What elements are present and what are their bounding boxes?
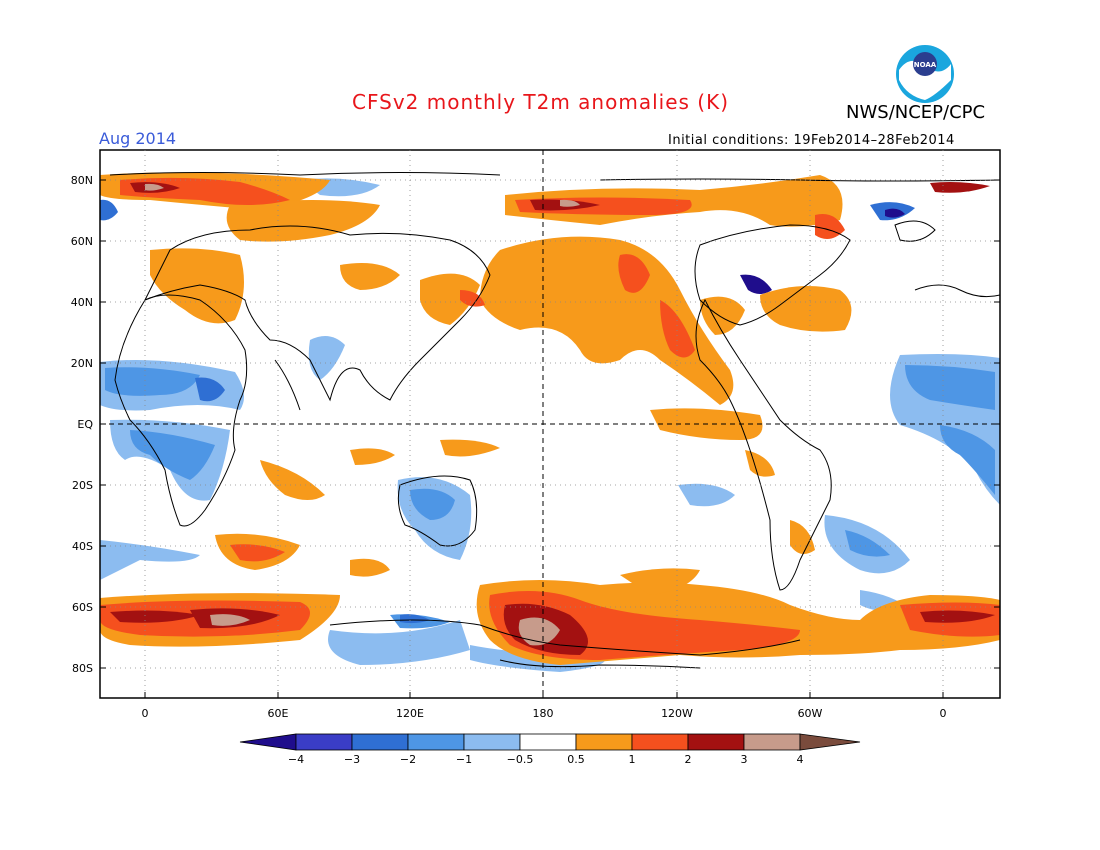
colorbar-swatch — [687, 733, 745, 751]
lat-label: 80N — [71, 174, 93, 187]
colorbar-label: 3 — [741, 753, 748, 766]
logo-text: NOAA — [914, 61, 937, 69]
cold-anomalies-strong — [105, 365, 995, 629]
cold-anomalies-core — [100, 199, 915, 624]
lon-label: 180 — [533, 707, 554, 720]
colorbar-swatch — [407, 733, 465, 751]
colorbar-labels: −4 −3 −2 −1 −0.5 0.5 1 2 3 4 — [288, 753, 804, 766]
noaa-logo: NOAA — [896, 45, 954, 103]
colorbar-swatch — [631, 733, 689, 751]
colorbar-swatch — [239, 733, 297, 751]
lon-label: 0 — [142, 707, 149, 720]
cold-anomalies-extreme — [740, 208, 905, 294]
colorbar-label: 2 — [685, 753, 692, 766]
gridlines — [100, 150, 1000, 698]
lat-label: 60S — [72, 601, 93, 614]
coastlines — [109, 172, 1000, 669]
colorbar-swatch — [295, 733, 353, 751]
lat-label: 40S — [72, 540, 93, 553]
colorbar-label: −0.5 — [507, 753, 534, 766]
lat-label: 20S — [72, 479, 93, 492]
lon-label: 60W — [798, 707, 823, 720]
colorbar-label: −4 — [288, 753, 304, 766]
map-title: CFSv2 monthly T2m anomalies (K) — [352, 90, 729, 114]
tick-marks — [100, 179, 1000, 698]
colorbar-swatch — [519, 733, 577, 751]
colorbar-label: 1 — [629, 753, 636, 766]
lon-label: 120E — [396, 707, 424, 720]
colorbar-label: 0.5 — [567, 753, 585, 766]
colorbar — [239, 733, 861, 751]
colorbar-swatch — [799, 733, 861, 751]
colorbar-label: −2 — [400, 753, 416, 766]
initial-conditions-label: Initial conditions: 19Feb2014–28Feb2014 — [668, 133, 955, 148]
colorbar-swatch — [351, 733, 409, 751]
lon-label: 0 — [940, 707, 947, 720]
forecast-month: Aug 2014 — [99, 129, 177, 148]
lat-label: 20N — [71, 357, 93, 370]
colorbar-label: −1 — [456, 753, 472, 766]
colorbar-swatch — [743, 733, 801, 751]
colorbar-swatch — [575, 733, 633, 751]
colorbar-label: −3 — [344, 753, 360, 766]
lat-label: 80S — [72, 662, 93, 675]
longitude-labels: 0 60E 120E 180 120W 60W 0 — [142, 707, 947, 720]
lat-label: 60N — [71, 235, 93, 248]
lat-label: EQ — [77, 418, 93, 431]
latitude-labels: 80N 60N 40N 20N EQ 20S 40S 60S 80S — [71, 174, 94, 675]
agency-label: NWS/NCEP/CPC — [846, 102, 986, 123]
lat-label: 40N — [71, 296, 93, 309]
lon-label: 60E — [268, 707, 289, 720]
colorbar-label: 4 — [797, 753, 804, 766]
colorbar-swatch — [463, 733, 521, 751]
lon-label: 120W — [661, 707, 693, 720]
warm-anomalies-extreme — [145, 183, 580, 646]
